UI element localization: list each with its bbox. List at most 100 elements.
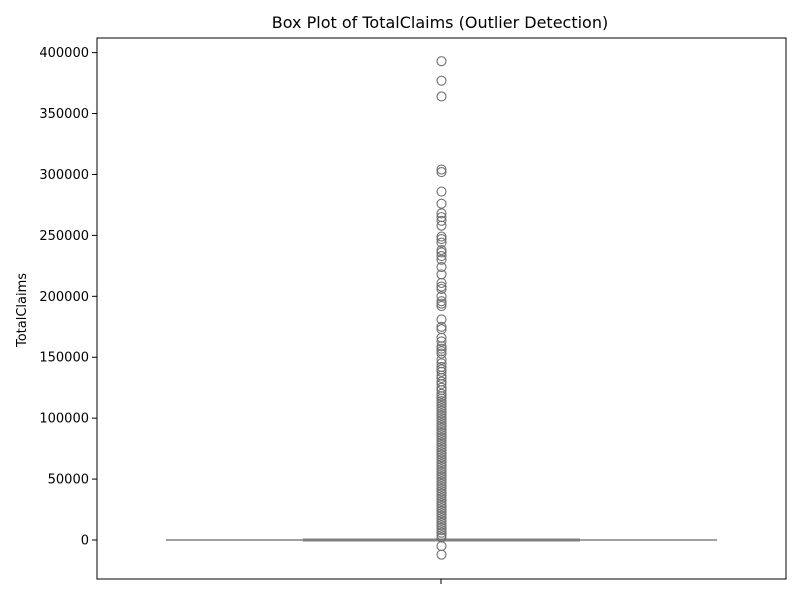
outlier-point (436, 495, 447, 507)
outlier-point (436, 430, 447, 441)
outlier-point (436, 491, 447, 502)
outlier-point (436, 410, 447, 421)
outlier-point (436, 422, 447, 433)
outlier-point (436, 522, 447, 533)
outlier-point (436, 393, 447, 404)
outlier-markers (436, 56, 447, 560)
outlier-point (436, 454, 447, 465)
outlier-point (436, 391, 447, 402)
outlier-point (436, 478, 447, 490)
outlier-point (436, 493, 447, 504)
outlier-point (436, 215, 447, 226)
outlier-point (436, 233, 447, 245)
outlier-point (436, 488, 447, 499)
outlier-point (436, 164, 447, 175)
outlier-point (436, 549, 447, 560)
outlier-point (436, 388, 447, 399)
outlier-point (436, 283, 447, 295)
outlier-point (436, 244, 447, 256)
outlier-point (436, 505, 447, 516)
outlier-point (436, 198, 447, 209)
outlier-point (436, 447, 447, 458)
outlier-point (436, 336, 447, 347)
outlier-point (436, 413, 447, 424)
outlier-point (436, 415, 447, 426)
outlier-point (436, 366, 447, 377)
outlier-point (436, 277, 447, 288)
outlier-point (436, 314, 447, 325)
outlier-point (436, 262, 447, 273)
outlier-point (436, 403, 447, 414)
outlier-point (436, 166, 447, 178)
outlier-point (436, 464, 447, 475)
outlier-point (436, 291, 447, 302)
outlier-point (436, 343, 447, 354)
y-tick-label: 0 (81, 534, 89, 549)
outlier-point (436, 435, 447, 446)
outlier-point (436, 247, 447, 258)
outlier-point (436, 341, 447, 352)
outlier-point (436, 449, 447, 460)
outlier-point (436, 520, 447, 531)
outlier-point (436, 398, 447, 409)
outlier-point (436, 231, 447, 242)
outlier-point (436, 466, 447, 477)
y-tick-label: 300000 (39, 168, 89, 183)
outlier-point (436, 527, 447, 538)
outlier-point (436, 427, 447, 438)
outlier-point (436, 530, 447, 541)
outlier-point (436, 541, 447, 552)
outlier-point (436, 481, 447, 492)
outlier-point (436, 354, 447, 365)
outlier-point (436, 186, 447, 197)
outlier-point (436, 442, 447, 453)
outlier-point (436, 420, 447, 431)
outlier-point (436, 444, 447, 455)
outlier-point (436, 91, 447, 102)
outlier-point (436, 452, 447, 463)
outlier-point (436, 486, 447, 497)
y-tick-label: 350000 (39, 107, 89, 122)
outlier-point (436, 378, 447, 390)
y-tick-label: 150000 (39, 351, 89, 366)
outlier-point (436, 439, 447, 451)
outlier-point (436, 417, 447, 429)
outlier-point (436, 208, 447, 219)
y-tick-label: 50000 (48, 473, 89, 488)
outlier-point (436, 372, 447, 384)
chart-title: Box Plot of TotalClaims (Outlier Detecti… (272, 13, 608, 32)
y-tick-label: 100000 (39, 412, 89, 427)
outlier-point (436, 432, 447, 443)
outlier-point (436, 469, 447, 480)
outlier-point (436, 459, 447, 470)
outlier-point (436, 251, 447, 262)
outlier-point (436, 476, 447, 487)
outlier-point (436, 400, 447, 412)
outlier-point (436, 456, 447, 468)
y-tick-label: 400000 (39, 46, 89, 61)
outlier-point (436, 425, 447, 436)
outlier-point (436, 437, 447, 448)
outlier-point (436, 408, 447, 419)
outlier-point (436, 298, 447, 309)
outlier-point (436, 483, 447, 494)
outlier-point (436, 254, 447, 265)
y-axis-label: TotalClaims (15, 273, 30, 348)
outlier-point (436, 474, 447, 485)
outlier-point (436, 513, 447, 524)
y-axis-ticks: 0 50000 100000 150000 200000 250000 300000 3500… (39, 46, 97, 549)
outlier-point (436, 515, 447, 526)
outlier-point (436, 471, 447, 482)
outlier-point (436, 525, 447, 536)
outlier-point (436, 461, 447, 472)
outlier-point (436, 56, 447, 67)
outlier-point (436, 517, 447, 529)
outlier-point (436, 75, 447, 86)
outlier-point (436, 498, 447, 509)
y-tick-label: 250000 (39, 229, 89, 244)
outlier-point (436, 301, 447, 312)
outlier-point (436, 281, 447, 292)
outlier-point (436, 508, 447, 519)
outlier-point (436, 220, 447, 231)
